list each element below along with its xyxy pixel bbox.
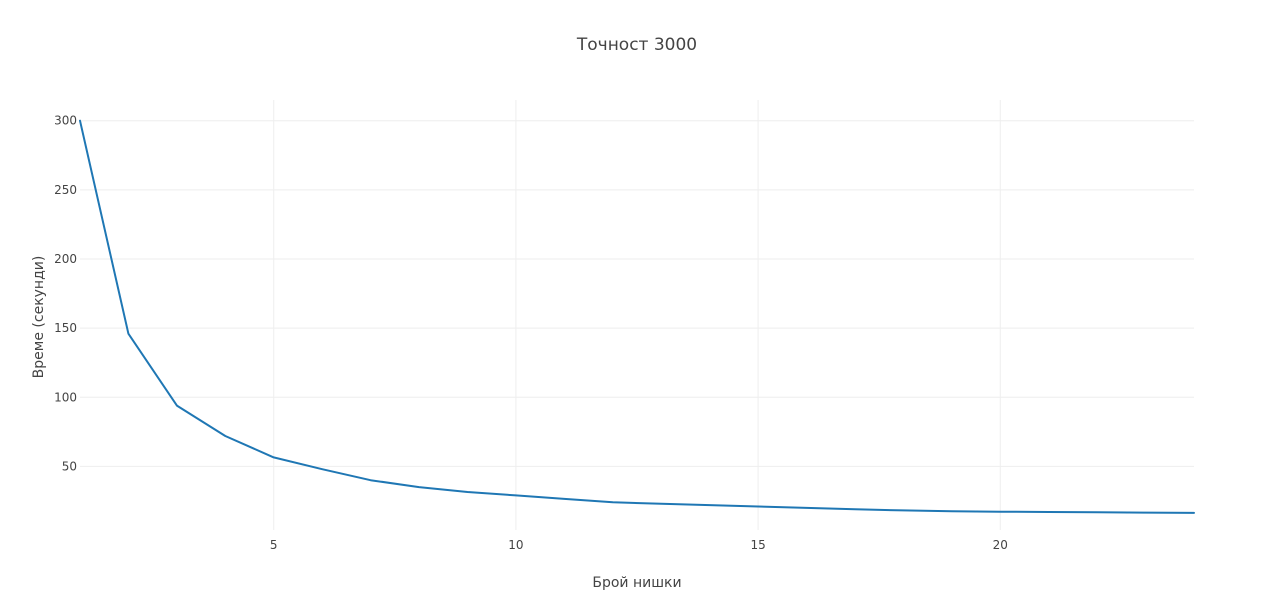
series-line	[79, 119, 1195, 514]
chart-title: Точност 3000	[576, 35, 697, 55]
x-tick-label: 10	[508, 538, 523, 552]
y-tick-label: 100	[54, 390, 77, 404]
y-axis-title: Време (секунди)	[31, 256, 47, 379]
y-tick-label: 300	[54, 114, 77, 128]
y-axis-ticks: 50 100 150 200 250 300	[54, 114, 77, 474]
y-tick-label: 150	[54, 321, 77, 335]
x-tick-label: 20	[993, 538, 1008, 552]
x-axis-ticks: 5 10 15 20	[270, 538, 1008, 552]
y-tick-label: 50	[62, 459, 77, 473]
x-axis-title: Брой нишки	[592, 575, 681, 591]
x-tick-label: 5	[270, 538, 278, 552]
y-tick-label: 200	[54, 252, 77, 266]
x-tick-label: 15	[750, 538, 765, 552]
series-layer	[79, 119, 1195, 514]
y-tick-label: 250	[54, 183, 77, 197]
gridlines	[80, 100, 1194, 530]
